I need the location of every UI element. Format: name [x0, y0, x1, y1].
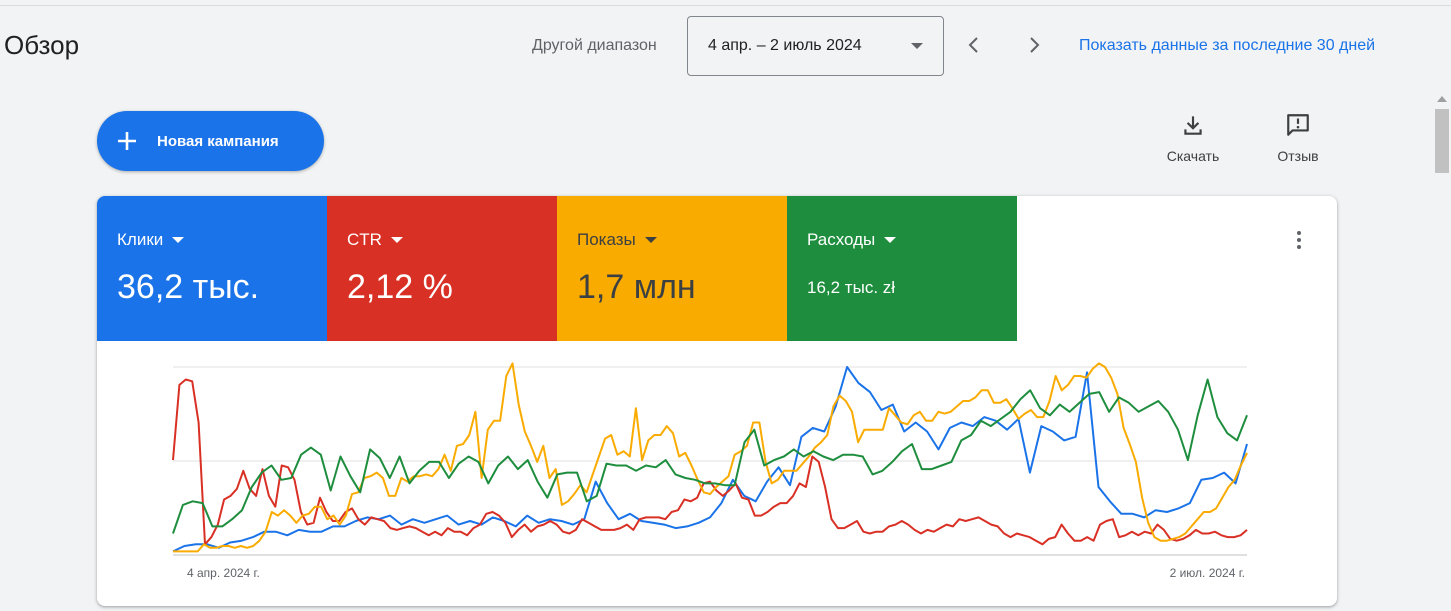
metric-ctr-label: CTR	[347, 230, 403, 250]
page-scrollbar[interactable]	[1433, 95, 1451, 611]
metric-cost-value: 16,2 тыс. zł	[807, 278, 896, 297]
feedback-button[interactable]: Отзыв	[1258, 112, 1338, 164]
series-line-1	[172, 378, 1248, 546]
scroll-up-arrow-icon[interactable]	[1437, 96, 1447, 102]
previous-range-button[interactable]	[959, 30, 989, 60]
series-line-3	[172, 378, 1248, 534]
next-range-button[interactable]	[1019, 30, 1049, 60]
dropdown-caret-icon	[172, 237, 185, 243]
metric-clicks-value: 36,2 тыс.	[117, 268, 260, 306]
metric-clicks[interactable]: Клики 36,2 тыс.	[97, 196, 327, 341]
more-options-icon[interactable]	[1287, 228, 1311, 252]
metric-impressions-value: 1,7 млн	[577, 268, 696, 306]
dropdown-caret-icon	[644, 237, 657, 243]
chevron-right-icon	[1030, 37, 1040, 53]
dropdown-caret-icon	[911, 43, 923, 49]
metric-clicks-label: Клики	[117, 230, 185, 250]
metric-ctr[interactable]: CTR 2,12 %	[327, 196, 557, 341]
new-campaign-label: Новая кампания	[157, 133, 279, 150]
metric-impressions[interactable]: Показы 1,7 млн	[557, 196, 787, 341]
dropdown-caret-icon	[884, 237, 897, 243]
date-range-label: Другой диапазон	[532, 37, 657, 54]
download-label: Скачать	[1166, 148, 1220, 164]
metric-impressions-label: Показы	[577, 230, 657, 250]
series-line-0	[172, 366, 1248, 553]
performance-line-chart: 4 апр. 2024 г. 2 июл. 2024 г.	[172, 362, 1248, 580]
top-divider	[0, 5, 1451, 6]
x-axis-end-label: 2 июл. 2024 г.	[1170, 566, 1245, 580]
plus-icon	[118, 132, 136, 150]
performance-card: Клики 36,2 тыс. CTR 2,12 % Показы 1,7 мл…	[97, 196, 1337, 606]
date-range-select[interactable]: 4 апр. – 2 июль 2024	[687, 16, 944, 76]
date-range-value: 4 апр. – 2 июль 2024	[708, 37, 862, 54]
metric-cost-label: Расходы	[807, 230, 897, 250]
x-axis-start-label: 4 апр. 2024 г.	[187, 566, 260, 580]
download-icon	[1184, 116, 1202, 135]
metric-ctr-value: 2,12 %	[347, 268, 453, 306]
series-line-2	[173, 362, 1248, 553]
feedback-icon	[1287, 114, 1309, 136]
chevron-left-icon	[968, 37, 978, 53]
chart-lines	[172, 362, 1248, 553]
new-campaign-button[interactable]: Новая кампания	[97, 111, 324, 171]
chart-grid	[173, 366, 1247, 556]
page-title: Обзор	[4, 30, 80, 60]
dropdown-caret-icon	[390, 237, 403, 243]
download-button[interactable]: Скачать	[1153, 112, 1233, 164]
show-last-30-days-link[interactable]: Показать данные за последние 30 дней	[1079, 37, 1376, 54]
feedback-label: Отзыв	[1277, 148, 1319, 164]
metric-cost[interactable]: Расходы 16,2 тыс. zł	[787, 196, 1017, 341]
scrollbar-thumb[interactable]	[1435, 109, 1449, 173]
